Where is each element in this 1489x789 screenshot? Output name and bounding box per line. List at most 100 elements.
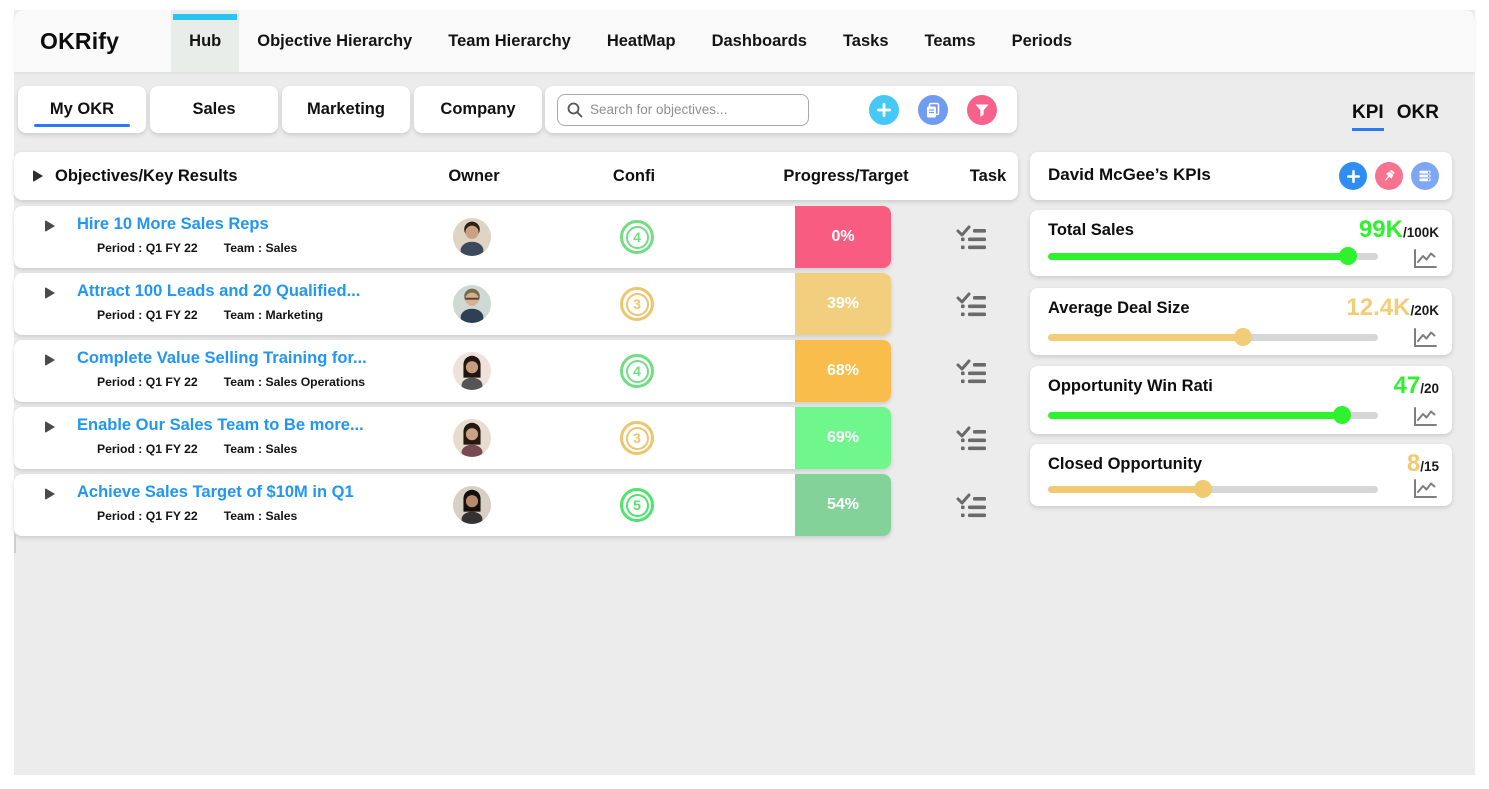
expand-row-icon[interactable] xyxy=(45,287,55,299)
manage-kpi-icon xyxy=(1419,170,1431,182)
task-list-icon[interactable] xyxy=(954,223,990,253)
add-objective-button[interactable] xyxy=(869,95,899,125)
toggle-kpi[interactable]: KPI xyxy=(1352,102,1384,131)
filter-icon xyxy=(975,104,989,117)
objective-link[interactable]: Achieve Sales Target of $10M in Q1 xyxy=(77,483,354,501)
expand-row-icon[interactable] xyxy=(45,354,55,366)
nav-item-periods[interactable]: Periods xyxy=(1011,31,1073,50)
objective-meta: Period : Q1 FY 22 Team : Marketing xyxy=(97,308,324,322)
nav-item-objective-hierarchy[interactable]: Objective Hierarchy xyxy=(257,31,413,50)
col-confidence: Confi xyxy=(612,167,656,185)
col-objectives: Objectives/Key Results xyxy=(55,167,238,185)
kpi-slider[interactable] xyxy=(1048,328,1378,346)
owner-avatar xyxy=(453,218,491,256)
col-progress: Progress/Target xyxy=(783,167,909,185)
pin-icon xyxy=(1385,169,1395,181)
plus-icon xyxy=(877,103,891,117)
kpi-slider[interactable] xyxy=(1048,480,1378,498)
objective-row: Achieve Sales Target of $10M in Q1 Perio… xyxy=(14,474,891,536)
objective-link[interactable]: Attract 100 Leads and 20 Qualified... xyxy=(77,282,361,300)
tab-sales[interactable]: Sales xyxy=(150,86,278,133)
slider-track[interactable] xyxy=(1048,485,1378,493)
slider-track[interactable] xyxy=(1048,252,1378,260)
scroll-remnant xyxy=(14,534,16,553)
objective-row: Enable Our Sales Team to Be more... Peri… xyxy=(14,407,891,469)
nav-item-dashboards[interactable]: Dashboards xyxy=(711,31,807,50)
kpi-value: 12.4K/20K xyxy=(1346,294,1439,321)
filter-button[interactable] xyxy=(967,95,997,125)
line-chart-icon[interactable] xyxy=(1412,478,1438,500)
objective-meta: Period : Q1 FY 22 Team : Sales xyxy=(97,241,298,255)
owner-avatar xyxy=(453,486,491,524)
slider-track[interactable] xyxy=(1048,411,1378,419)
view-toggle: KPI OKR xyxy=(1352,102,1439,131)
kpi-slider[interactable] xyxy=(1048,406,1378,424)
objective-link[interactable]: Hire 10 More Sales Reps xyxy=(77,215,269,233)
slider-knob[interactable] xyxy=(1339,247,1358,265)
top-navbar: OKRify Hub Objective Hierarchy Team Hier… xyxy=(14,10,1475,72)
objective-link[interactable]: Enable Our Sales Team to Be more... xyxy=(77,416,364,434)
task-list-icon[interactable] xyxy=(954,357,990,387)
objective-row: Hire 10 More Sales Reps Period : Q1 FY 2… xyxy=(14,206,891,268)
kpi-value: 99K/100K xyxy=(1358,216,1439,243)
kpi-name: Closed Opportunity xyxy=(1048,455,1202,473)
line-chart-icon[interactable] xyxy=(1412,248,1438,270)
slider-knob[interactable] xyxy=(1332,406,1351,424)
progress-badge: 0% xyxy=(795,206,891,268)
nav-item-team-hierarchy[interactable]: Team Hierarchy xyxy=(448,31,571,50)
nav-item-tasks[interactable]: Tasks xyxy=(842,31,889,50)
slider-knob[interactable] xyxy=(1194,480,1213,498)
kpi-card: Total Sales 99K/100K xyxy=(1030,210,1452,276)
kpi-card: Average Deal Size 12.4K/20K xyxy=(1030,288,1452,355)
tab-my-okr[interactable]: My OKR xyxy=(18,86,146,133)
task-list-icon[interactable] xyxy=(954,491,990,521)
objective-meta: Period : Q1 FY 22 Team : Sales xyxy=(97,442,298,456)
progress-badge: 54% xyxy=(795,474,891,536)
slider-track[interactable] xyxy=(1048,333,1378,341)
confidence-badge: 4 xyxy=(620,354,654,388)
search-icon xyxy=(567,102,583,117)
line-chart-icon[interactable] xyxy=(1412,327,1438,349)
kpi-value: 47/20 xyxy=(1393,372,1439,399)
col-owner: Owner xyxy=(448,167,500,185)
nav-item-heatmap[interactable]: HeatMap xyxy=(606,31,676,50)
nav-item-teams[interactable]: Teams xyxy=(924,31,976,50)
manage-kpi-button[interactable] xyxy=(1411,162,1439,190)
objective-row: Complete Value Selling Training for... P… xyxy=(14,340,891,402)
copy-objectives-button[interactable] xyxy=(918,95,948,125)
kpi-value: 8/15 xyxy=(1406,450,1439,477)
owner-avatar xyxy=(453,419,491,457)
toggle-okr[interactable]: OKR xyxy=(1396,102,1439,123)
kpi-name: Opportunity Win Rati xyxy=(1048,377,1213,395)
task-list-icon[interactable] xyxy=(954,290,990,320)
expand-row-icon[interactable] xyxy=(45,421,55,433)
col-task: Task xyxy=(969,167,1007,185)
owner-avatar xyxy=(453,285,491,323)
add-kpi-button[interactable] xyxy=(1339,162,1367,190)
confidence-badge: 4 xyxy=(620,220,654,254)
collapse-all-icon[interactable] xyxy=(33,170,43,182)
slider-fill xyxy=(1048,411,1342,419)
task-list-icon[interactable] xyxy=(954,424,990,454)
tab-company[interactable]: Company xyxy=(414,86,542,133)
progress-badge: 69% xyxy=(795,407,891,469)
search-toolbar xyxy=(545,86,1017,133)
objective-link[interactable]: Complete Value Selling Training for... xyxy=(77,349,367,367)
plus-icon xyxy=(1346,169,1360,183)
slider-fill xyxy=(1048,333,1243,341)
expand-row-icon[interactable] xyxy=(45,220,55,232)
app-logo: OKRify xyxy=(40,27,120,54)
tab-marketing[interactable]: Marketing xyxy=(282,86,410,133)
kpi-slider[interactable] xyxy=(1048,247,1378,265)
objective-meta: Period : Q1 FY 22 Team : Sales xyxy=(97,509,298,523)
pin-kpi-button[interactable] xyxy=(1375,162,1403,190)
nav-item-hub[interactable]: Hub xyxy=(171,10,240,72)
progress-badge: 39% xyxy=(795,273,891,335)
owner-avatar xyxy=(453,352,491,390)
nav-menu: Hub Objective Hierarchy Team Hierarchy H… xyxy=(171,10,1090,72)
expand-row-icon[interactable] xyxy=(45,488,55,500)
slider-knob[interactable] xyxy=(1233,328,1252,346)
search-input[interactable] xyxy=(588,101,792,118)
line-chart-icon[interactable] xyxy=(1412,406,1438,428)
